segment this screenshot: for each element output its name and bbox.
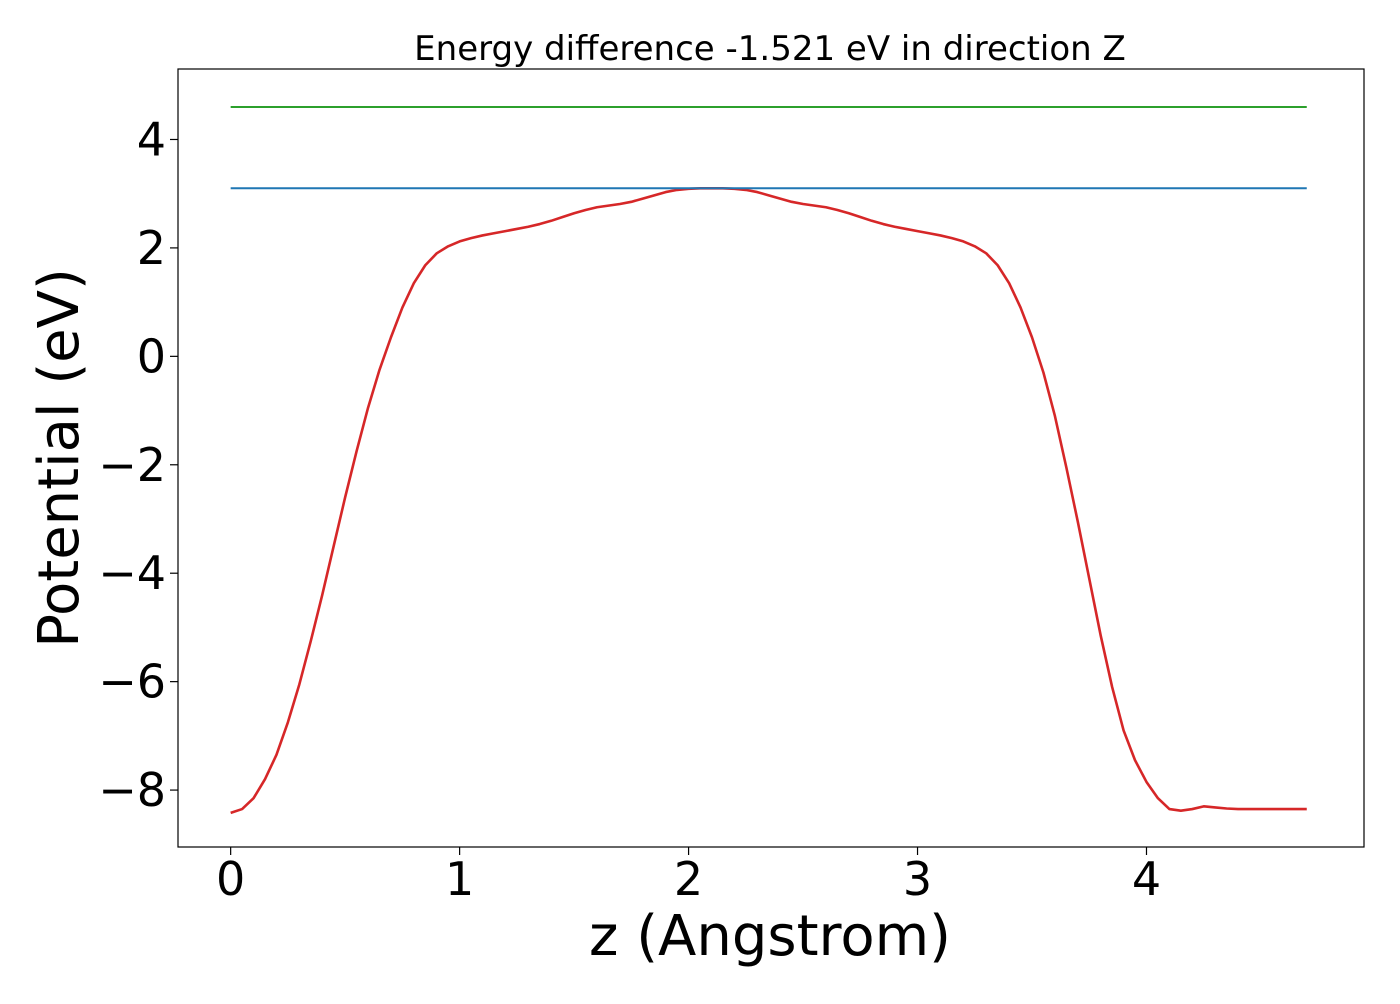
chart-title: Energy difference -1.521 eV in direction…: [414, 29, 1126, 69]
plot-area: [230, 105, 1307, 815]
y-tick-label: 4: [137, 112, 166, 166]
y-axis-label: Potential (eV): [27, 268, 92, 648]
y-axis-ticks: −8 −6 −4 −2 0 2 4: [98, 112, 178, 817]
y-tick-label: −6: [98, 655, 166, 709]
x-tick-label: 2: [674, 852, 703, 906]
x-axis-label: z (Angstrom): [589, 904, 951, 969]
y-tick-label: 0: [137, 329, 166, 383]
x-tick-label: 1: [445, 852, 474, 906]
x-axis-ticks: 0 1 2 3 4: [216, 847, 1161, 906]
series-line-1: [230, 186, 1307, 815]
x-tick-label: 0: [216, 852, 245, 906]
x-tick-label: 4: [1132, 852, 1161, 906]
y-tick-label: −2: [98, 438, 166, 492]
x-tick-label: 3: [903, 852, 932, 906]
y-tick-label: 2: [137, 221, 166, 275]
plot-frame: [177, 68, 1365, 848]
y-tick-label: −8: [98, 763, 166, 817]
y-tick-label: −4: [98, 546, 166, 600]
